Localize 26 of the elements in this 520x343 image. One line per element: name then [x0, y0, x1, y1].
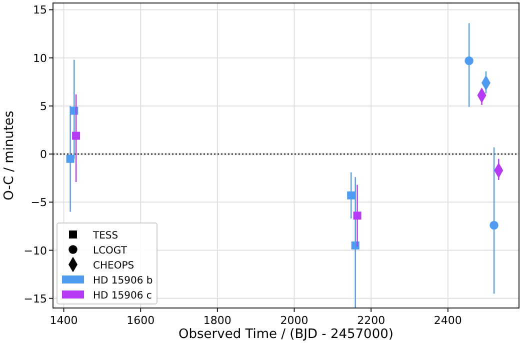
x-axis-title: Observed Time / (BJD - 2457000): [178, 327, 394, 342]
point: [464, 56, 474, 66]
y-axis-title: O-C / minutes: [2, 110, 17, 200]
x-tick-label: 2000: [280, 314, 308, 327]
point: [353, 212, 362, 220]
y-tick-label: −5: [30, 196, 47, 210]
y-tick-label: 10: [33, 52, 47, 65]
y-tick-label: −10: [24, 244, 47, 258]
x-tick-label: 2400: [434, 314, 462, 327]
point: [72, 132, 80, 140]
legend-label: LCOGT: [93, 246, 128, 256]
point: [490, 220, 498, 230]
x-tick-label: 1800: [203, 314, 232, 327]
legend-label: CHEOPS: [93, 260, 134, 272]
y-tick-label: −15: [24, 292, 47, 306]
x-tick-label: 2200: [357, 314, 386, 327]
legend-label: TESS: [92, 230, 118, 242]
x-tick-label: 1600: [126, 314, 155, 327]
x-tick-label: 1400: [50, 314, 78, 327]
legend-label: HD 15906 b: [93, 276, 153, 286]
y-tick-label: 15: [33, 4, 47, 17]
y-tick-label: 5: [40, 100, 47, 113]
point: [347, 191, 356, 200]
legend-label: HD 15906 c: [93, 290, 152, 302]
y-tick-label: 0: [40, 148, 47, 162]
point: [66, 154, 74, 163]
